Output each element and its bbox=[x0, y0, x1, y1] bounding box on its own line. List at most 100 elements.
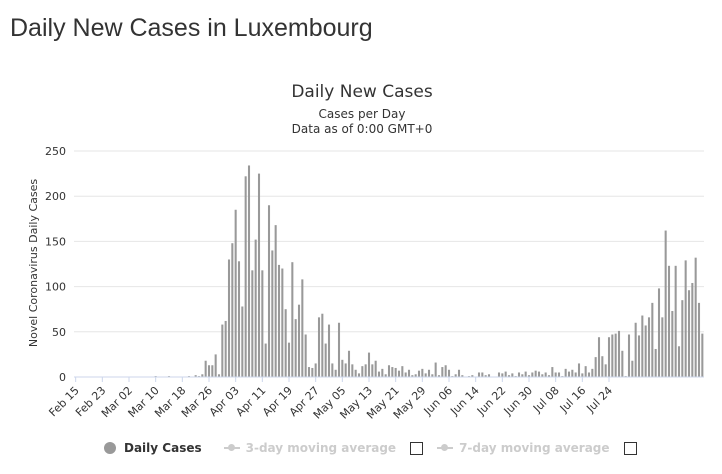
bar[interactable] bbox=[527, 375, 531, 377]
bar[interactable] bbox=[531, 372, 534, 377]
bar[interactable] bbox=[587, 372, 591, 377]
bar[interactable] bbox=[401, 366, 404, 377]
bar[interactable] bbox=[337, 322, 341, 377]
bar[interactable] bbox=[544, 372, 547, 377]
bar[interactable] bbox=[681, 300, 684, 377]
bar[interactable] bbox=[407, 369, 411, 377]
bar[interactable] bbox=[221, 324, 224, 377]
bar[interactable] bbox=[427, 369, 431, 377]
bar[interactable] bbox=[581, 373, 584, 377]
bar[interactable] bbox=[227, 259, 231, 377]
bar[interactable] bbox=[597, 337, 601, 377]
bar[interactable] bbox=[281, 268, 284, 377]
bar[interactable] bbox=[217, 374, 221, 377]
bar[interactable] bbox=[484, 375, 487, 377]
bar[interactable] bbox=[644, 325, 647, 377]
bar[interactable] bbox=[524, 371, 527, 377]
bar[interactable] bbox=[331, 363, 334, 377]
bar[interactable] bbox=[294, 319, 297, 377]
bar[interactable] bbox=[577, 363, 581, 377]
bar[interactable] bbox=[571, 369, 574, 377]
legend-item-3day-average[interactable]: 3-day moving average bbox=[223, 441, 396, 455]
checkbox-7day-average[interactable] bbox=[623, 441, 637, 455]
bar[interactable] bbox=[297, 304, 301, 377]
legend-item-7day-average[interactable]: 7-day moving average bbox=[437, 441, 610, 455]
bar[interactable] bbox=[307, 367, 311, 377]
bar[interactable] bbox=[414, 374, 417, 377]
bar[interactable] bbox=[657, 288, 661, 377]
bar[interactable] bbox=[444, 365, 447, 377]
bar[interactable] bbox=[701, 333, 704, 377]
bar[interactable] bbox=[481, 372, 484, 377]
bar[interactable] bbox=[504, 371, 507, 377]
bar[interactable] bbox=[361, 366, 364, 377]
bar[interactable] bbox=[621, 350, 624, 377]
bar[interactable] bbox=[617, 330, 621, 377]
bar[interactable] bbox=[371, 364, 374, 377]
bar[interactable] bbox=[247, 165, 251, 377]
bar[interactable] bbox=[321, 313, 324, 377]
bar[interactable] bbox=[277, 264, 281, 377]
bar[interactable] bbox=[471, 375, 474, 377]
bar[interactable] bbox=[564, 368, 567, 377]
bar[interactable] bbox=[534, 370, 537, 377]
bar[interactable] bbox=[287, 342, 291, 377]
bar[interactable] bbox=[201, 374, 204, 377]
bar[interactable] bbox=[261, 270, 264, 377]
bar[interactable] bbox=[424, 373, 427, 377]
bar[interactable] bbox=[457, 369, 461, 377]
bar[interactable] bbox=[441, 367, 444, 377]
bar[interactable] bbox=[327, 324, 331, 377]
bar[interactable] bbox=[207, 365, 211, 377]
bar[interactable] bbox=[374, 360, 377, 377]
bar[interactable] bbox=[671, 311, 674, 377]
bar[interactable] bbox=[324, 343, 327, 377]
bar[interactable] bbox=[654, 348, 657, 377]
checkbox-3day-average[interactable] bbox=[410, 441, 424, 455]
bar[interactable] bbox=[604, 364, 607, 377]
bar[interactable] bbox=[634, 322, 637, 377]
bar[interactable] bbox=[517, 372, 521, 377]
bar[interactable] bbox=[274, 225, 277, 377]
bar[interactable] bbox=[404, 372, 407, 377]
bar[interactable] bbox=[637, 335, 641, 377]
bar[interactable] bbox=[231, 243, 234, 377]
bar[interactable] bbox=[684, 260, 687, 377]
bar[interactable] bbox=[251, 270, 254, 377]
bar[interactable] bbox=[334, 369, 337, 377]
bar[interactable] bbox=[611, 334, 614, 377]
bar[interactable] bbox=[194, 375, 197, 377]
bar[interactable] bbox=[344, 363, 347, 377]
bar[interactable] bbox=[521, 374, 524, 377]
bar[interactable] bbox=[661, 317, 664, 377]
bar[interactable] bbox=[244, 176, 247, 377]
bar[interactable] bbox=[211, 365, 214, 377]
bar[interactable] bbox=[537, 371, 541, 377]
bar[interactable] bbox=[311, 367, 314, 377]
bar[interactable] bbox=[434, 362, 437, 377]
bar[interactable] bbox=[391, 367, 394, 377]
bar[interactable] bbox=[417, 370, 421, 377]
bar[interactable] bbox=[627, 334, 631, 377]
bar[interactable] bbox=[631, 360, 634, 377]
bar[interactable] bbox=[241, 306, 244, 377]
bar[interactable] bbox=[394, 367, 397, 377]
bar[interactable] bbox=[367, 352, 371, 377]
bar[interactable] bbox=[567, 371, 571, 377]
bar[interactable] bbox=[317, 317, 321, 377]
bar[interactable] bbox=[254, 239, 257, 377]
bar[interactable] bbox=[697, 302, 701, 377]
bar[interactable] bbox=[257, 173, 261, 377]
bar[interactable] bbox=[447, 369, 451, 377]
bar[interactable] bbox=[674, 265, 677, 377]
bar[interactable] bbox=[501, 373, 504, 377]
bar[interactable] bbox=[541, 374, 544, 377]
bar[interactable] bbox=[551, 367, 554, 377]
bar[interactable] bbox=[314, 363, 317, 377]
bar[interactable] bbox=[437, 375, 441, 377]
bar[interactable] bbox=[601, 356, 604, 377]
bar[interactable] bbox=[351, 364, 354, 377]
bar[interactable] bbox=[421, 368, 424, 377]
bar[interactable] bbox=[234, 209, 237, 377]
bar[interactable] bbox=[557, 372, 561, 377]
